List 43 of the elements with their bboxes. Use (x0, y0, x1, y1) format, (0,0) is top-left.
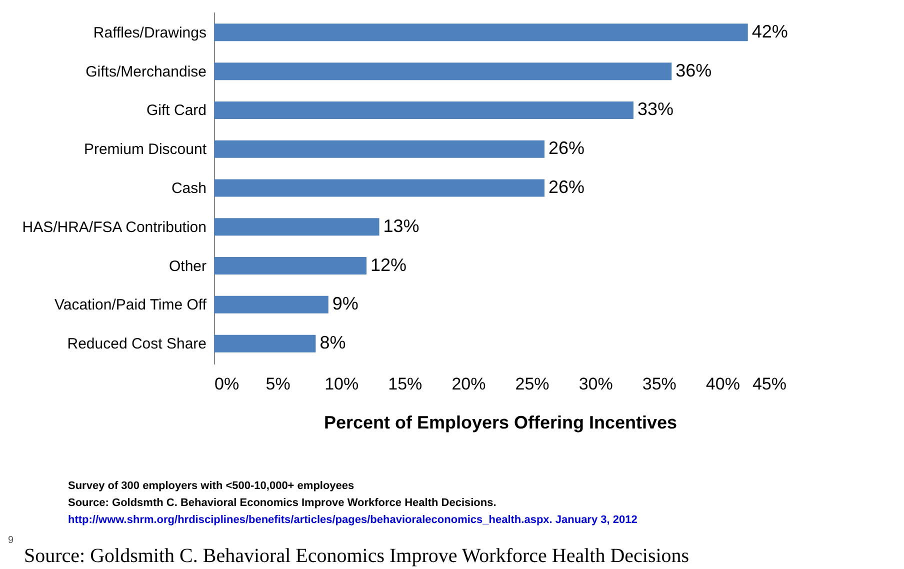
x-tick-label: 45% (752, 374, 786, 394)
data-label: 26% (548, 177, 585, 197)
x-tick-label: 0% (214, 374, 240, 394)
x-axis-title: Percent of Employers Offering Incentives (324, 412, 678, 432)
x-tick-label: 5% (266, 374, 290, 394)
y-tick-label: Raffles/Drawings (93, 24, 206, 42)
data-label: 12% (370, 254, 407, 275)
x-tick-label: 35% (642, 374, 676, 394)
bar (214, 218, 380, 236)
y-tick-label: Gift Card (146, 102, 206, 120)
x-tick-label: 30% (578, 374, 613, 394)
x-tick-label: 25% (515, 374, 550, 394)
bar (214, 296, 328, 314)
x-tick-label: 10% (324, 374, 359, 394)
data-label: 13% (383, 216, 420, 236)
text: 9 (8, 535, 14, 546)
bar (214, 140, 544, 158)
data-label: 9% (332, 294, 358, 314)
x-tick-label: 15% (388, 374, 422, 394)
y-tick-label: Vacation/Paid Time Off (54, 296, 208, 314)
source-note: Source: Goldsmth C. Behavioral Economics Improve Workforce Health Decisions. (68, 496, 498, 511)
bar (214, 101, 634, 119)
data-label: 33% (637, 99, 674, 120)
data-label: 8% (320, 332, 346, 353)
bar (214, 62, 672, 80)
bar (214, 24, 748, 42)
y-tick-label: Reduced Cost Share (67, 336, 206, 353)
text: http://www.shrm.org/hrdisciplines/benefits/articles/pages/behavioraleconomics_health.aspx. January 3, 2012 (68, 513, 638, 528)
bar (214, 334, 316, 352)
y-tick-label: Premium Discount (84, 141, 208, 158)
data-label: 42% (752, 21, 788, 42)
x-tick-label: 40% (706, 374, 740, 394)
data-label: 26% (548, 138, 585, 158)
y-tick-label: Gifts/Merchandise (86, 63, 206, 80)
y-tick-label: HAS/HRA/FSA Contribution (22, 218, 206, 236)
data-label: 36% (676, 60, 712, 80)
y-tick-label: Cash (171, 180, 206, 197)
x-tick-label: 20% (452, 374, 486, 394)
y-tick-label: Other (168, 258, 207, 275)
bar (214, 257, 367, 275)
source-note: Source: Goldsmith C. Behavioral Economics Improve Workforce Health Decisions (24, 545, 690, 568)
text: Survey of 300 employers with <500-10,000+ employees (68, 479, 356, 494)
bar (214, 179, 544, 197)
